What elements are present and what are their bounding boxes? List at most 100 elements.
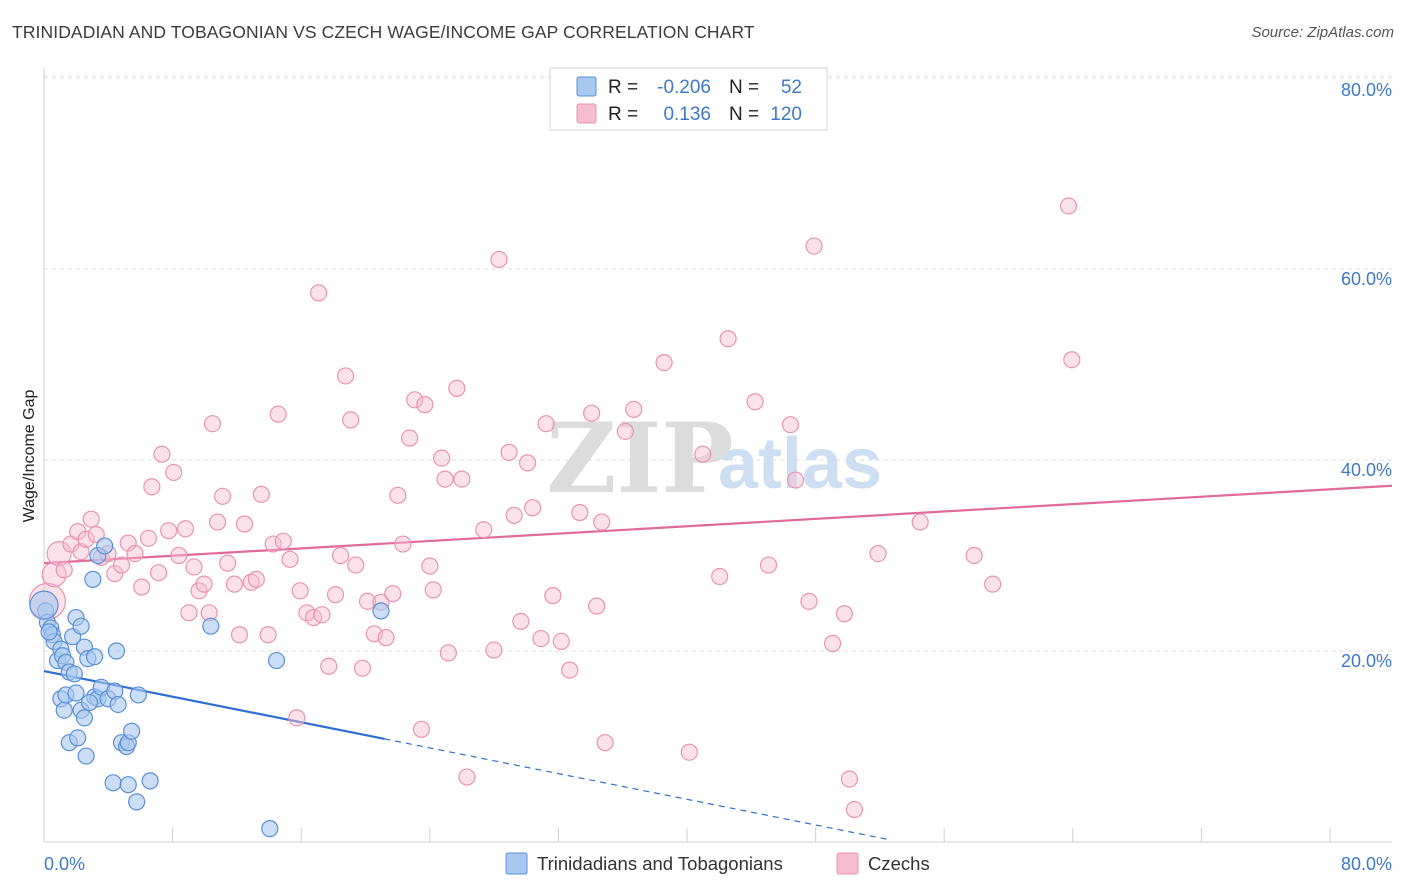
czech-point	[337, 367, 355, 385]
y-tick-label-60: 60.0%	[1341, 269, 1392, 289]
trinidadian-point	[29, 590, 59, 620]
czech-point	[1063, 351, 1081, 369]
series-legend-label-pink: Czechs	[868, 853, 930, 874]
czech-point	[537, 415, 555, 433]
czech-point	[845, 800, 864, 819]
series-legend-label-blue: Trinidadians and Tobagonians	[537, 853, 783, 874]
czech-point	[911, 513, 929, 531]
czech-point	[458, 768, 476, 786]
czech-point	[694, 445, 712, 463]
czech-point	[711, 567, 729, 586]
czech-point	[835, 605, 853, 623]
watermark: ZIP atlas	[546, 402, 882, 515]
czech-point	[87, 525, 105, 544]
czech-point	[149, 564, 168, 582]
czech-point	[41, 561, 67, 588]
czech-point	[781, 416, 800, 434]
czech-point	[185, 558, 203, 576]
source-credit: Source: ZipAtlas.com	[1251, 24, 1394, 41]
trinidadian-point	[261, 820, 279, 838]
y-tick-labels: 20.0% 40.0% 60.0% 80.0%	[1341, 80, 1392, 671]
czech-point	[532, 629, 550, 648]
czech-point	[331, 546, 350, 565]
czech-point	[180, 604, 198, 622]
czech-point	[326, 586, 345, 604]
trinidadian-point	[85, 648, 104, 666]
czech-point	[342, 411, 360, 429]
czech-point	[786, 471, 805, 489]
czech-point	[625, 400, 643, 418]
czech-point	[800, 592, 818, 610]
legend-r-value-blue: -0.206	[657, 77, 711, 98]
x-tick-label-min: 0.0%	[44, 854, 85, 874]
czech-point	[512, 612, 530, 630]
watermark-zip: ZIP	[546, 402, 733, 515]
czech-point	[394, 535, 412, 553]
trinidadian-point	[141, 772, 159, 790]
trend-lines	[43, 484, 1393, 840]
czech-point	[475, 521, 493, 539]
series-legend-swatch-blue	[505, 852, 528, 875]
trinidadian-point	[202, 617, 220, 635]
czech-point	[518, 454, 537, 472]
x-ticks	[172, 828, 1331, 842]
czech-point	[313, 606, 331, 624]
czech-point	[616, 422, 634, 440]
trinidadian-point	[107, 642, 126, 660]
legend-r-label-blue: R =	[608, 77, 638, 98]
trinidadian-point	[80, 693, 99, 712]
trinidadian-point	[77, 747, 95, 765]
czech-point	[840, 770, 859, 788]
czech-point	[490, 250, 508, 269]
czech-point	[153, 445, 171, 463]
czech-point	[544, 587, 562, 605]
gridlines	[44, 75, 1392, 652]
czech-point	[485, 641, 503, 659]
trinidadian-point	[128, 793, 146, 811]
legend-n-label-blue: N =	[729, 77, 759, 98]
czech-point	[571, 503, 589, 522]
trinidadian-point	[104, 774, 122, 792]
czech-point	[353, 659, 372, 677]
czech-point	[505, 506, 523, 524]
czech-point	[406, 391, 424, 409]
czech-point	[139, 529, 158, 547]
czech-point	[214, 487, 232, 505]
czech-point	[288, 709, 306, 727]
trend-line-trinidadians-extension	[384, 738, 887, 840]
legend-n-label-pink: N =	[729, 104, 759, 125]
legend-swatch-pink	[576, 103, 597, 124]
czech-point	[82, 510, 100, 528]
czech-point	[596, 734, 614, 752]
czech-point	[719, 330, 737, 348]
czech-point	[242, 573, 260, 591]
czech-point	[176, 520, 195, 538]
y-tick-label-40: 40.0%	[1341, 460, 1392, 480]
czech-point	[524, 499, 542, 517]
czech-point	[416, 396, 434, 414]
czech-point	[208, 513, 227, 531]
trinidadian-point	[129, 686, 147, 704]
czech-point	[680, 743, 698, 761]
czech-point	[384, 585, 402, 603]
y-axis-title: Wage/Income Gap	[21, 390, 38, 523]
czech-point	[143, 478, 161, 496]
legend-r-value-pink: 0.136	[663, 104, 711, 125]
czech-point	[377, 629, 395, 647]
czech-point	[347, 556, 365, 574]
czech-point	[746, 393, 764, 411]
czech-point	[119, 534, 137, 552]
czech-point	[401, 429, 419, 447]
trinidadian-point	[75, 709, 94, 727]
czech-point	[106, 565, 124, 583]
trinidadian-point	[123, 722, 141, 740]
trinidadians-points	[29, 537, 390, 838]
czech-point	[984, 575, 1002, 593]
czech-point	[823, 634, 842, 652]
trinidadian-point	[119, 776, 137, 794]
czech-point	[759, 556, 778, 574]
czech-point	[552, 632, 570, 651]
czech-point	[439, 644, 457, 662]
legend-n-value-pink: 120	[770, 104, 802, 125]
